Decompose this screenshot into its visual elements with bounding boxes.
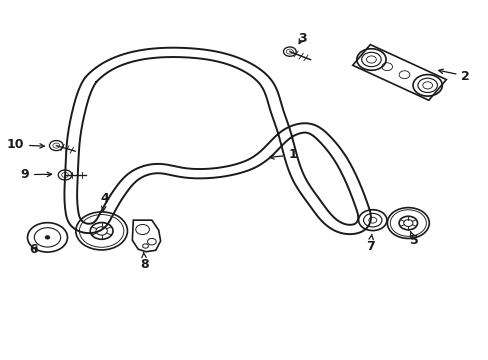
Text: 1: 1 [269,148,297,161]
Text: 3: 3 [297,32,305,45]
Text: 4: 4 [100,192,109,211]
Text: 10: 10 [6,138,44,151]
Text: 7: 7 [365,234,374,253]
Text: 2: 2 [438,69,469,82]
Text: 9: 9 [20,168,52,181]
Circle shape [45,235,50,239]
Text: 5: 5 [409,231,418,247]
Text: 6: 6 [29,243,38,256]
Text: 8: 8 [140,252,148,271]
